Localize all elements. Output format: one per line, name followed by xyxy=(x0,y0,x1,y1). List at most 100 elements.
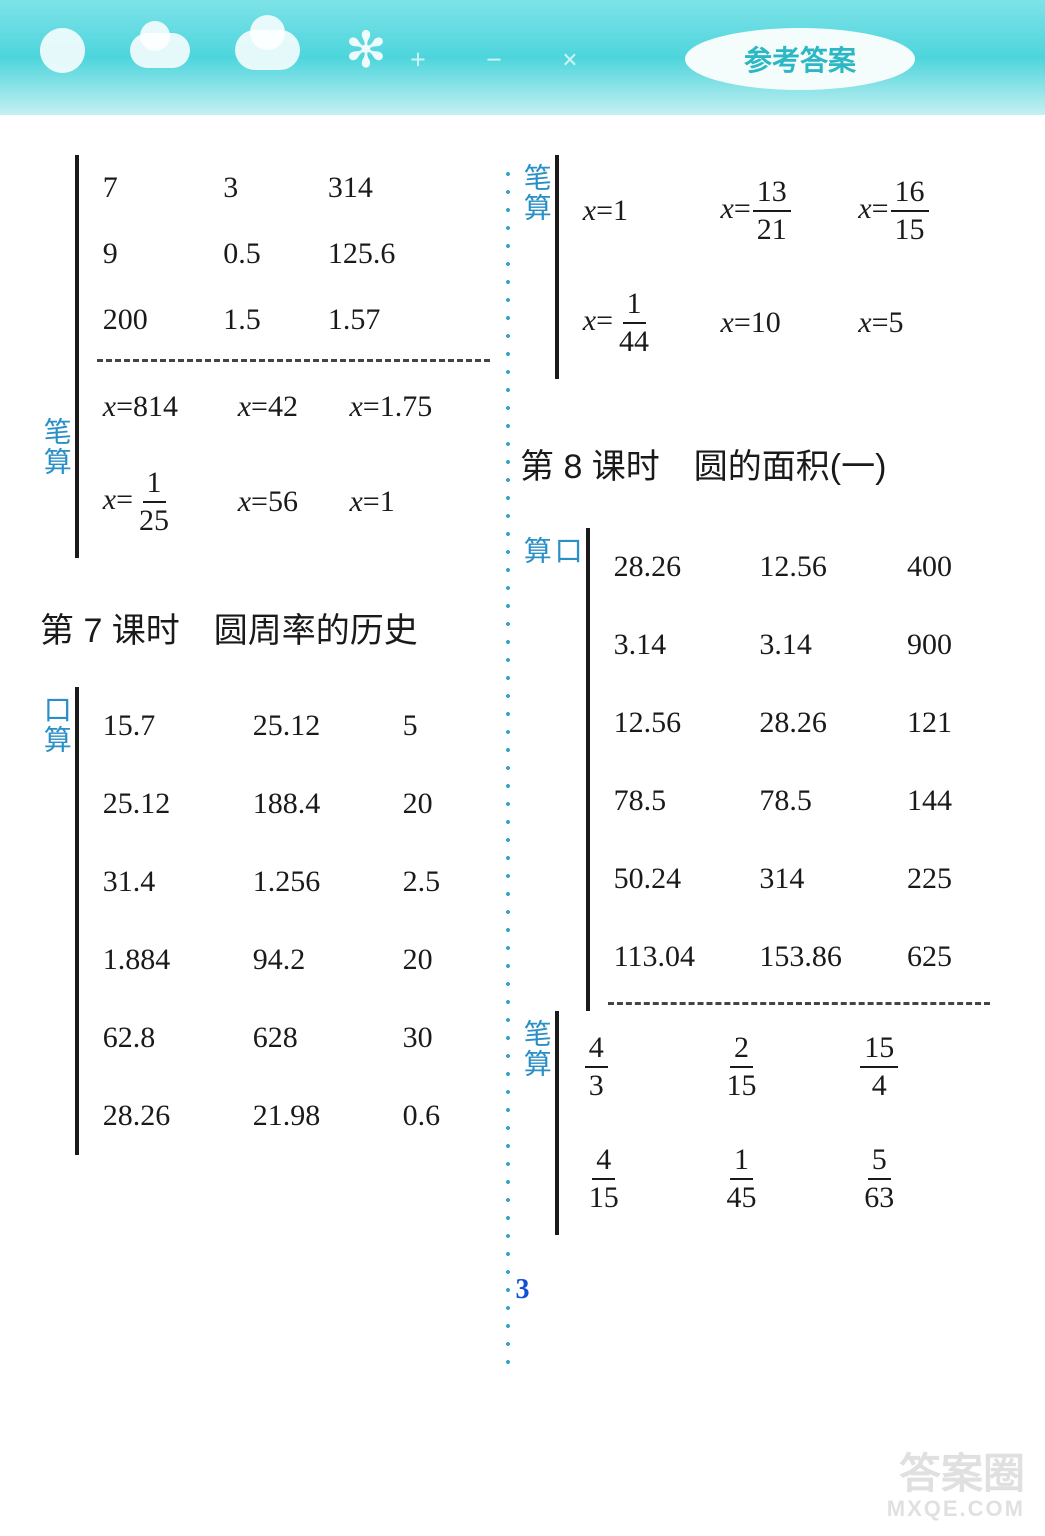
data-cell: 125.6 xyxy=(322,221,490,287)
data-cell: 1.57 xyxy=(322,287,490,353)
right-column: 笔算 x=1x=1321x=1615 x=144x=10x=5 第 8 课时 圆的… xyxy=(490,155,990,1245)
lesson-8-heading: 第 8 课时 圆的面积(一) xyxy=(520,439,990,488)
data-cell: 563 xyxy=(852,1123,990,1235)
data-cell: 628 xyxy=(247,999,397,1077)
data-cell: 0.5 xyxy=(217,221,322,287)
data-cell: 78.5 xyxy=(608,762,754,840)
data-cell: 900 xyxy=(901,606,990,684)
data-cell: 145 xyxy=(715,1123,853,1235)
left-column: 笔算 7331490.5125.62001.51.57 x=814x=42x=1… xyxy=(40,155,490,1245)
header-decor: ✻ xyxy=(40,25,387,75)
data-cell: 0.6 xyxy=(397,1077,490,1155)
data-cell: x=144 xyxy=(577,267,715,379)
data-cell: 215 xyxy=(715,1011,853,1123)
decor-cloud-icon xyxy=(130,33,190,68)
page-number: 3 xyxy=(516,1274,530,1306)
data-cell: 5 xyxy=(397,687,490,765)
vertical-bar xyxy=(586,528,590,1011)
data-cell: 3 xyxy=(217,155,322,221)
data-cell: 400 xyxy=(901,528,990,606)
data-cell: x=1 xyxy=(343,446,490,558)
vertical-bar xyxy=(75,687,79,1155)
data-cell: 20 xyxy=(397,921,490,999)
data-cell: x=56 xyxy=(232,446,344,558)
vertical-bar xyxy=(75,155,79,558)
lesson-7-grid: 15.725.12525.12188.42031.41.2562.51.8849… xyxy=(97,687,490,1155)
data-cell: 62.8 xyxy=(97,999,247,1077)
data-cell: 1.256 xyxy=(247,843,397,921)
lesson-7-heading: 第 7 课时 圆周率的历史 xyxy=(40,603,490,652)
data-cell: 20 xyxy=(397,765,490,843)
data-cell: 1.5 xyxy=(217,287,322,353)
right-top-block: 笔算 x=1x=1321x=1615 x=144x=10x=5 xyxy=(520,155,990,379)
data-cell: 2.5 xyxy=(397,843,490,921)
data-cell: x=42 xyxy=(232,368,344,446)
data-cell: 15.7 xyxy=(97,687,247,765)
vertical-bar xyxy=(555,1011,559,1235)
decor-circle-icon xyxy=(40,28,85,73)
watermark: 答案圈 MXQE.COM xyxy=(887,1451,1025,1521)
data-cell: 43 xyxy=(577,1011,715,1123)
data-cell: 78.5 xyxy=(753,762,901,840)
data-cell: 31.4 xyxy=(97,843,247,921)
pen-calc-label: 笔算 xyxy=(520,155,555,379)
data-cell: x=1 xyxy=(577,155,715,267)
lesson-7-block: 口算 15.725.12525.12188.42031.41.2562.51.8… xyxy=(40,687,490,1155)
data-cell: x=814 xyxy=(97,368,232,446)
data-cell: 153.86 xyxy=(753,918,901,996)
data-cell: x=10 xyxy=(715,267,853,379)
data-cell: x=125 xyxy=(97,446,232,558)
data-cell: 188.4 xyxy=(247,765,397,843)
pen-calc-label: 笔算 xyxy=(40,237,75,477)
left-top-grid: 7331490.5125.62001.51.57 x=814x=42x=1.75… xyxy=(97,155,490,558)
data-cell: 113.04 xyxy=(608,918,754,996)
column-divider xyxy=(506,165,510,1365)
data-cell: 1.884 xyxy=(97,921,247,999)
data-cell: 25.12 xyxy=(247,687,397,765)
lesson-8-pen-grid: 43215154 415145563 xyxy=(577,1011,990,1235)
data-cell: 94.2 xyxy=(247,921,397,999)
data-cell: 144 xyxy=(901,762,990,840)
lesson-8-pen-block: 笔算 43215154 415145563 xyxy=(520,1011,990,1235)
decor-snowflake-icon: ✻ xyxy=(345,25,387,75)
data-cell: 12.56 xyxy=(753,528,901,606)
data-cell: 415 xyxy=(577,1123,715,1235)
data-cell: 28.26 xyxy=(753,684,901,762)
page-header: ✻ +−×÷ 参考答案 xyxy=(0,0,1045,115)
answer-badge: 参考答案 xyxy=(685,28,915,90)
dashed-separator xyxy=(97,359,490,362)
page-content: 笔算 7331490.5125.62001.51.57 x=814x=42x=1… xyxy=(0,115,1045,1245)
data-cell: 25.12 xyxy=(97,765,247,843)
lesson-8-grid: 28.2612.564003.143.1490012.5628.2612178.… xyxy=(608,528,990,1011)
oral-calc-label: 口算 xyxy=(520,528,586,588)
data-cell: 28.26 xyxy=(608,528,754,606)
oral-calc-label: 口算 xyxy=(40,687,75,1155)
watermark-main: 答案圈 xyxy=(887,1451,1025,1497)
dashed-separator xyxy=(608,1002,990,1005)
vertical-bar xyxy=(555,155,559,379)
data-cell: 154 xyxy=(852,1011,990,1123)
data-cell: 314 xyxy=(753,840,901,918)
left-top-block: 笔算 7331490.5125.62001.51.57 x=814x=42x=1… xyxy=(40,155,490,558)
data-cell: 314 xyxy=(322,155,490,221)
data-cell: 9 xyxy=(97,221,217,287)
data-cell: 21.98 xyxy=(247,1077,397,1155)
data-cell: 12.56 xyxy=(608,684,754,762)
data-cell: 625 xyxy=(901,918,990,996)
data-cell: 50.24 xyxy=(608,840,754,918)
data-cell: 28.26 xyxy=(97,1077,247,1155)
data-cell: 225 xyxy=(901,840,990,918)
decor-cloud2-icon xyxy=(235,30,300,70)
data-cell: x=5 xyxy=(852,267,990,379)
lesson-8-block: 口算 28.2612.564003.143.1490012.5628.26121… xyxy=(520,528,990,1011)
data-cell: x=1.75 xyxy=(343,368,490,446)
data-cell: x=1321 xyxy=(715,155,853,267)
data-cell: 200 xyxy=(97,287,217,353)
right-top-grid: x=1x=1321x=1615 x=144x=10x=5 xyxy=(577,155,990,379)
watermark-sub: MXQE.COM xyxy=(887,1497,1025,1521)
data-cell: 30 xyxy=(397,999,490,1077)
data-cell: 121 xyxy=(901,684,990,762)
data-cell: x=1615 xyxy=(852,155,990,267)
data-cell: 3.14 xyxy=(608,606,754,684)
pen-calc-label: 笔算 xyxy=(520,1011,555,1235)
